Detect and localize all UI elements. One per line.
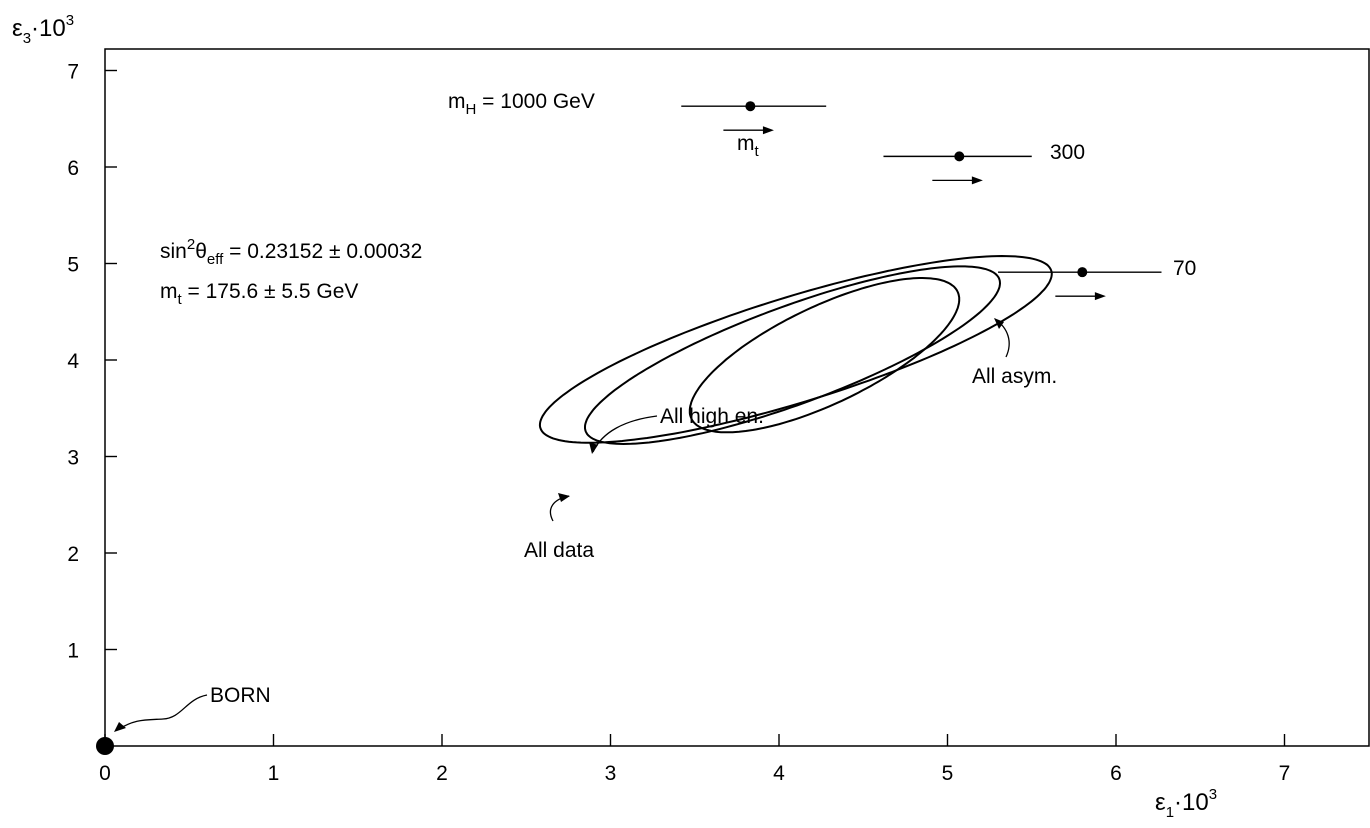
y-axis-title: ε3·103	[12, 12, 74, 47]
mh-label-1000: mH = 1000 GeV	[448, 90, 595, 118]
y-tick-label-5: 6	[67, 157, 79, 180]
x-tick-label-0: 0	[99, 762, 111, 785]
y-tick-label-0: 1	[67, 640, 79, 663]
sin2-theta-annotation: sin2θeff = 0.23152 ± 0.00032	[160, 236, 422, 268]
y-tick-label-1: 2	[67, 543, 79, 566]
contour-ellipse-2	[688, 277, 961, 434]
mh-point-1	[954, 151, 965, 162]
born-point	[96, 737, 114, 755]
x-tick-label-4: 4	[773, 762, 785, 785]
x-tick-label-6: 6	[1110, 762, 1122, 785]
tick-group: 0 1 2 3 4 5 6 7 1 2 3 4 5 6 7	[67, 61, 1290, 786]
x-tick-label-2: 2	[436, 762, 448, 785]
mt-arrow-head-2	[1094, 292, 1106, 301]
pointer-all-high-en-head	[589, 442, 598, 454]
mh-point-2	[1077, 267, 1088, 278]
x-tick-label-3: 3	[605, 762, 617, 785]
x-axis-title: ε1·103	[1155, 786, 1217, 821]
contour-ellipse-1	[584, 265, 1002, 446]
pointer-born-head	[114, 722, 126, 732]
pointer-arrows	[116, 318, 1010, 731]
mt-arrow-head-0	[762, 126, 774, 135]
point-group	[96, 101, 1162, 755]
x-tick-label-5: 5	[942, 762, 954, 785]
label-all-data: All data	[524, 539, 594, 562]
mh-label-70: 70	[1173, 257, 1196, 280]
y-tick-label-2: 3	[67, 447, 79, 470]
pointer-all-data-head	[558, 493, 570, 502]
mh-point-0	[745, 101, 756, 112]
y-tick-label-4: 5	[67, 254, 79, 277]
label-all-high-en: All high en.	[660, 405, 764, 428]
pointer-arrowheads	[114, 318, 1004, 732]
label-born: BORN	[210, 684, 271, 707]
plot-frame	[104, 48, 1370, 747]
contour-ellipse-0	[538, 254, 1053, 444]
y-tick-label-6: 7	[67, 61, 79, 84]
mt-arrow-label: mt	[737, 132, 760, 160]
ellipse-group	[538, 254, 1053, 446]
pointer-born	[116, 694, 208, 731]
pointer-all-data	[549, 495, 570, 522]
x-tick-label-7: 7	[1279, 762, 1291, 785]
pointer-all-high-en	[592, 415, 658, 453]
pointer-all-asym-head	[994, 318, 1004, 329]
y-tick-label-3: 4	[67, 350, 79, 373]
mh-label-300: 300	[1050, 141, 1085, 164]
x-tick-label-1: 1	[268, 762, 280, 785]
mt-annotation: mt = 175.6 ± 5.5 GeV	[160, 280, 358, 308]
mt-arrow-head-1	[971, 176, 983, 185]
label-all-asym: All asym.	[972, 365, 1057, 388]
